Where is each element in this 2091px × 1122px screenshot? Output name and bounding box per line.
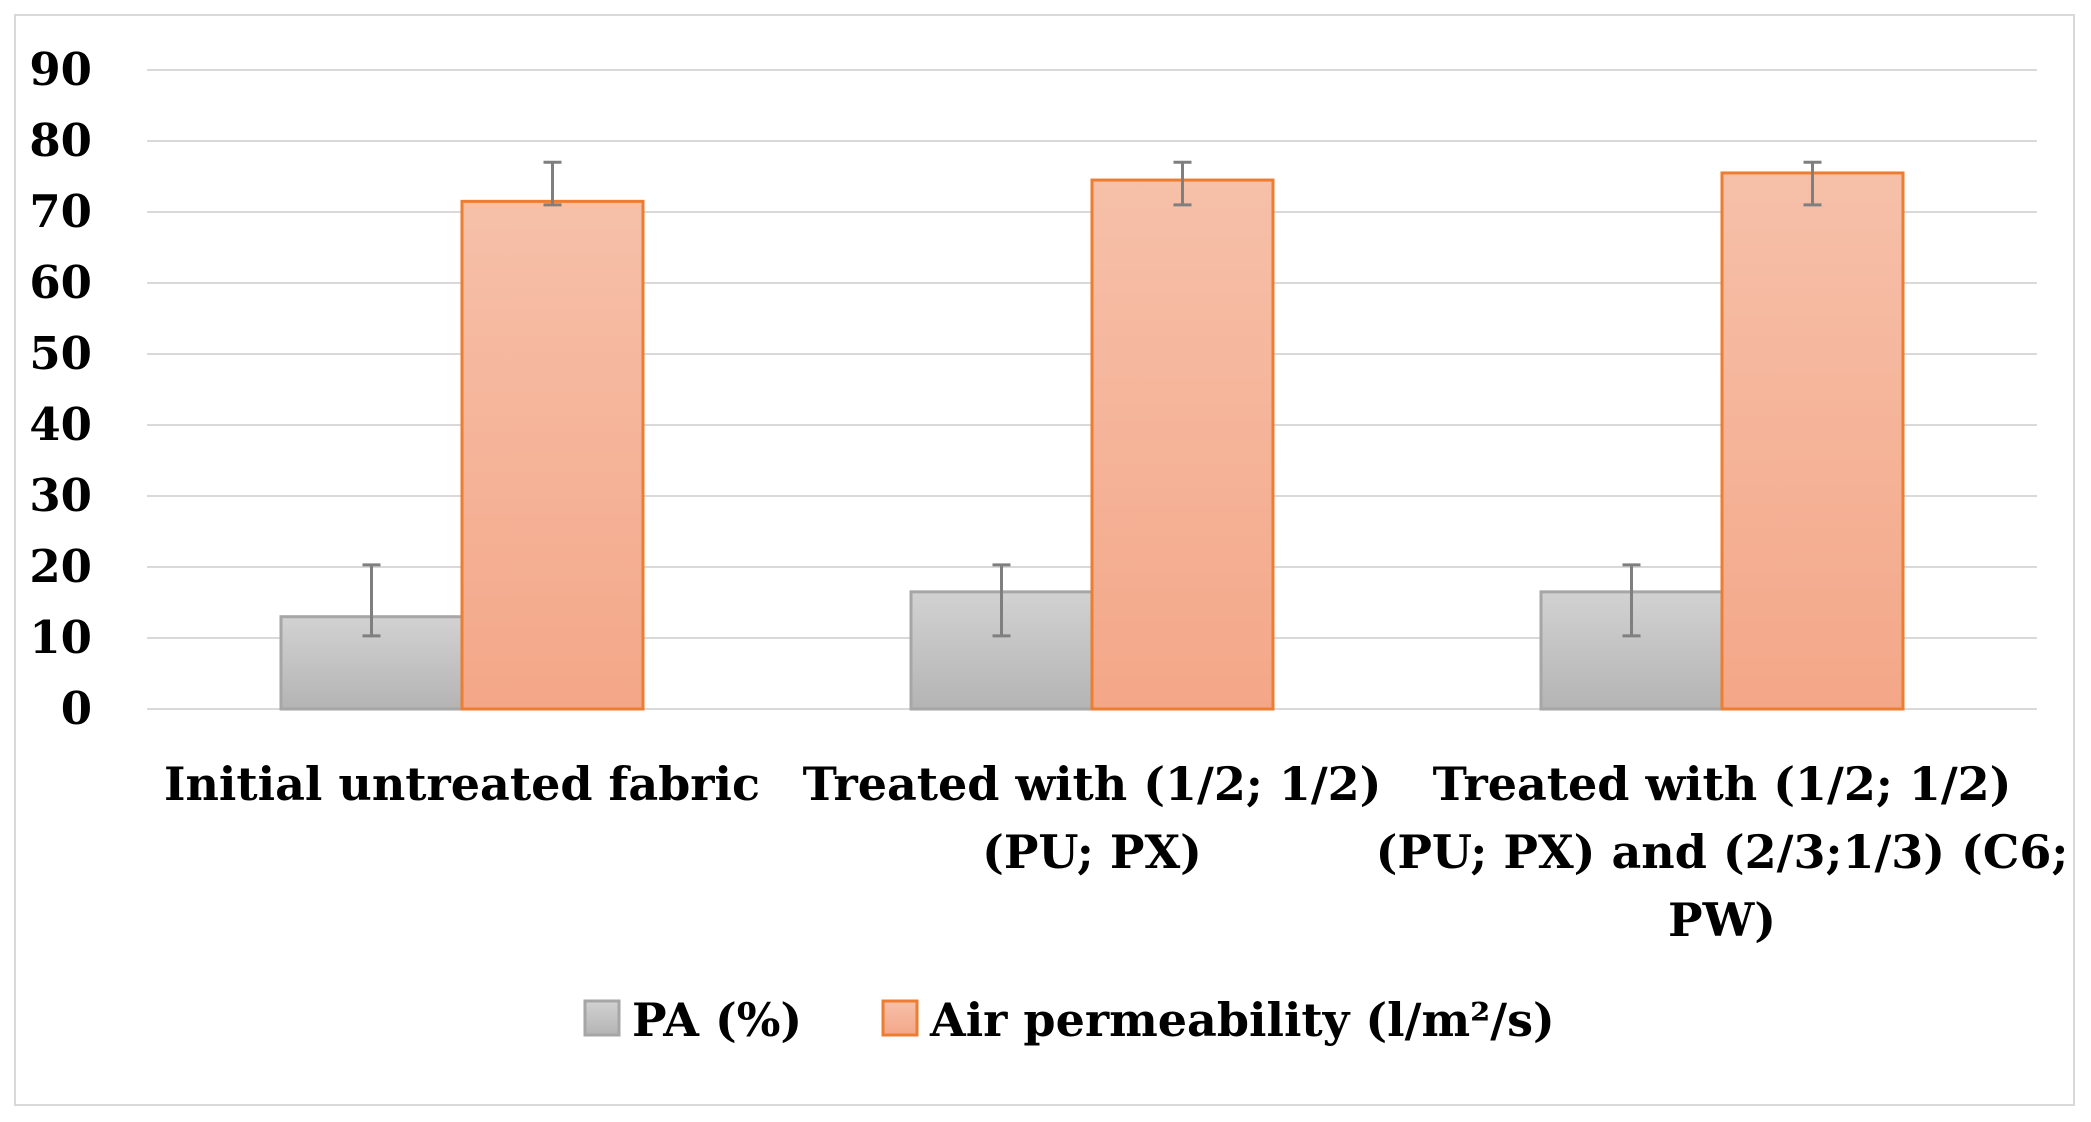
y-tick-label: 50 bbox=[29, 327, 92, 380]
legend-item-1: Air permeability (l/m²/s) bbox=[881, 993, 1555, 1047]
error-bar-series-0-cat-1 bbox=[992, 563, 1011, 638]
legend-swatch bbox=[881, 999, 919, 1037]
category-label-line: (PU; PX) and (2/3;1/3) (C6; bbox=[1376, 825, 2069, 879]
legend-item-0: PA (%) bbox=[583, 993, 802, 1047]
category-label-0: Initial untreated fabric bbox=[164, 757, 760, 811]
legend-swatch bbox=[583, 999, 621, 1037]
y-tick-label: 0 bbox=[61, 682, 92, 735]
error-bar-series-0-cat-2 bbox=[1622, 563, 1641, 638]
error-bar-series-1-cat-2 bbox=[1803, 160, 1822, 207]
error-bar-series-1-cat-1 bbox=[1173, 160, 1192, 207]
bar-series-1-cat-0 bbox=[460, 199, 645, 711]
bars bbox=[279, 171, 1905, 711]
error-bars bbox=[362, 160, 1822, 638]
category-label-line: PW) bbox=[1668, 893, 1776, 947]
legend-label: PA (%) bbox=[632, 993, 802, 1047]
y-tick-label: 10 bbox=[29, 611, 92, 664]
y-tick-label: 60 bbox=[29, 256, 92, 309]
category-label-line: (PU; PX) bbox=[982, 825, 1202, 879]
category-label-line: Initial untreated fabric bbox=[164, 757, 760, 811]
y-tick-label: 90 bbox=[29, 43, 92, 96]
bar-series-1-cat-2 bbox=[1720, 171, 1905, 711]
y-tick-label: 20 bbox=[29, 540, 92, 593]
error-bar-series-0-cat-0 bbox=[362, 563, 381, 638]
bar-series-1-cat-1 bbox=[1090, 178, 1275, 711]
category-label-2: Treated with (1/2; 1/2) (PU; PX) and (2/3… bbox=[1376, 757, 2069, 947]
y-tick-label: 30 bbox=[29, 469, 92, 522]
y-tick-label: 70 bbox=[29, 185, 92, 238]
category-label-line: Treated with (1/2; 1/2) bbox=[803, 757, 1382, 811]
legend: PA (%) Air permeability (l/m²/s) bbox=[583, 993, 1555, 1047]
category-label-line: Treated with (1/2; 1/2) bbox=[1433, 757, 2012, 811]
x-axis-category-labels: Initial untreated fabric Treated with (1/… bbox=[164, 757, 2068, 947]
y-tick-label: 80 bbox=[29, 114, 92, 167]
y-axis-tick-labels: 0 10 20 30 40 50 60 70 80 90 bbox=[29, 43, 92, 735]
legend-label: Air permeability (l/m²/s) bbox=[929, 993, 1555, 1047]
category-label-1: Treated with (1/2; 1/2) (PU; PX) bbox=[803, 757, 1382, 879]
y-tick-label: 40 bbox=[29, 398, 92, 451]
error-bar-series-1-cat-0 bbox=[543, 160, 562, 207]
